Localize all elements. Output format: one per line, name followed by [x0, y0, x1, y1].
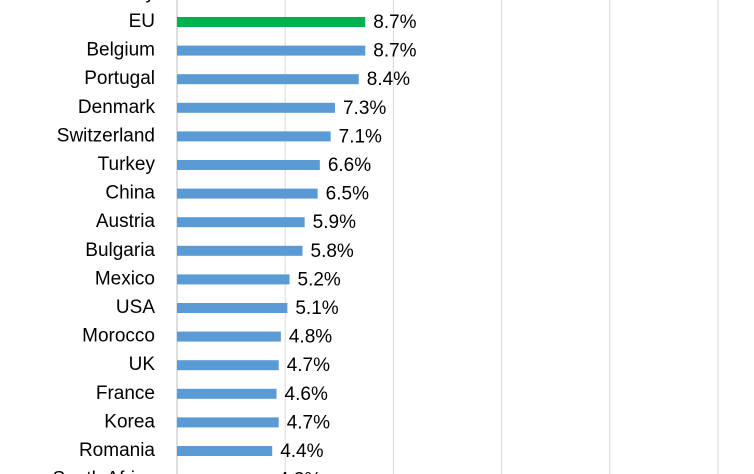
category-label: EU: [129, 11, 155, 32]
bar: [177, 360, 279, 371]
value-label: 4.8%: [289, 327, 332, 348]
bar: [177, 331, 281, 342]
value-label: 5.9%: [313, 212, 356, 233]
bar: [177, 102, 335, 113]
value-label: 5.8%: [311, 241, 354, 262]
value-label: 4.7%: [287, 355, 330, 376]
value-label: 6.6%: [328, 155, 371, 176]
category-label: Korea: [104, 411, 155, 432]
category-label: Turkey: [98, 154, 156, 175]
bar: [177, 131, 331, 142]
category-label: Austria: [96, 211, 156, 232]
bar: [177, 160, 320, 170]
value-label: 6.5%: [326, 184, 369, 205]
category-label: Romania: [79, 440, 155, 461]
value-label: 4.6%: [285, 384, 328, 405]
bar: [177, 388, 277, 399]
value-label: 5.1%: [295, 298, 338, 319]
value-label: 5.2%: [298, 269, 341, 290]
bar: [177, 274, 290, 285]
category-label: UK: [129, 354, 156, 375]
value-label: 4.3%: [278, 470, 321, 474]
bar: [177, 17, 366, 27]
bar: [177, 45, 366, 56]
category-label: China: [105, 183, 155, 204]
bar: [177, 245, 303, 256]
bar: [177, 303, 288, 313]
category-label: Denmark: [78, 97, 156, 118]
category-label: Bulgaria: [85, 240, 155, 261]
category-label: Belgium: [86, 40, 155, 61]
bar: [177, 188, 318, 199]
value-label: 9.1%: [382, 0, 425, 4]
bar: [177, 217, 305, 228]
category-label: Morocco: [82, 326, 155, 347]
value-label: 8.7%: [373, 41, 416, 62]
category-label: Portugal: [84, 68, 155, 89]
value-label: 4.7%: [287, 412, 330, 433]
category-label: USA: [116, 297, 155, 318]
value-label: 7.3%: [343, 98, 386, 119]
category-label: Italy: [120, 0, 155, 3]
category-label: France: [96, 383, 155, 404]
category-label: Mexico: [95, 268, 155, 289]
bar: [177, 446, 273, 456]
value-label: 7.1%: [339, 126, 382, 147]
value-label: 4.4%: [280, 441, 323, 462]
value-label: 8.4%: [367, 69, 410, 90]
bar: [177, 74, 359, 85]
value-label: 8.7%: [373, 12, 416, 33]
category-label: Switzerland: [57, 125, 155, 146]
bar: [177, 417, 279, 428]
category-label: South Africa: [53, 469, 156, 474]
